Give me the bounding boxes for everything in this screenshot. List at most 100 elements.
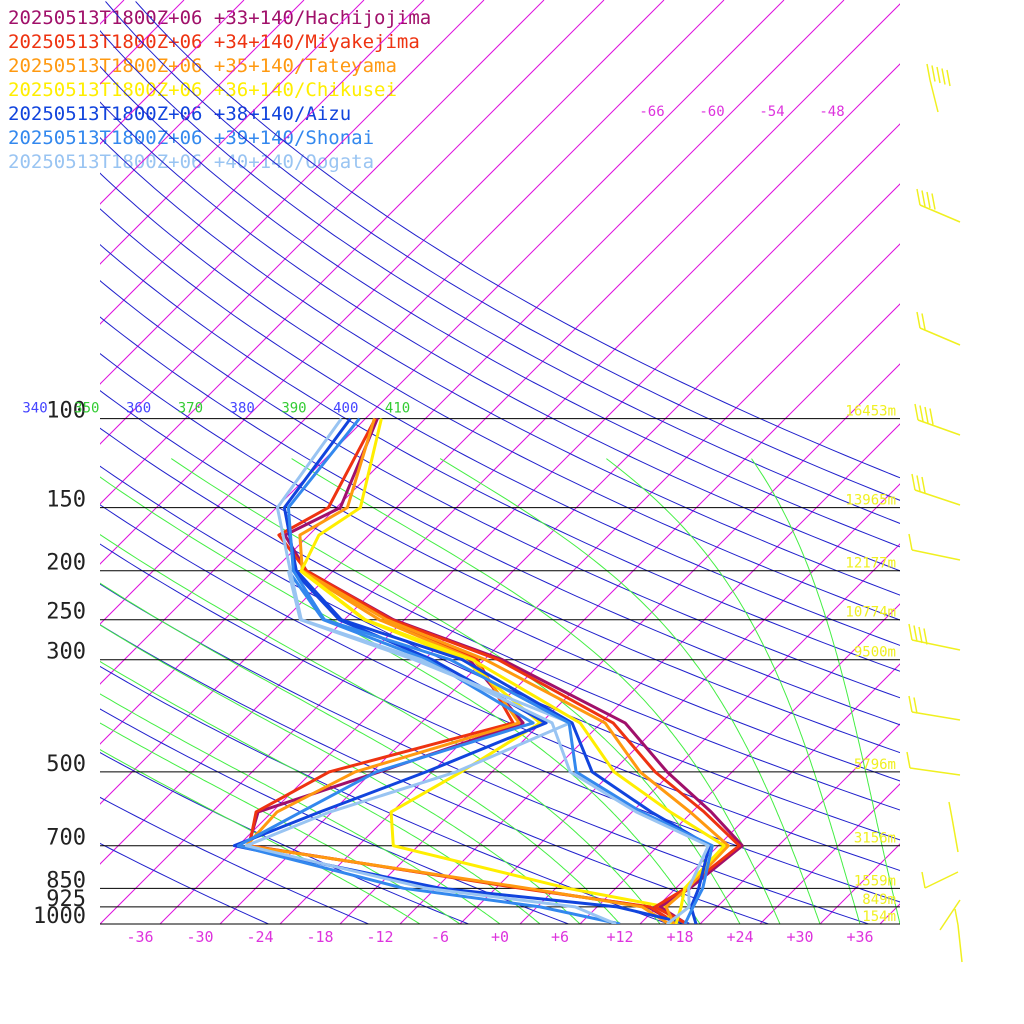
theta-label: 340 bbox=[22, 401, 47, 417]
wind-barb-flag bbox=[908, 623, 913, 641]
height-label: 3156m bbox=[854, 831, 896, 847]
wind-barb-staff bbox=[929, 79, 939, 113]
isotherm-line bbox=[819, 843, 900, 924]
isotherm-line bbox=[940, 0, 1024, 924]
isotherm-line bbox=[579, 603, 900, 924]
theta-label: 380 bbox=[230, 401, 255, 417]
isotherm-line bbox=[100, 3, 900, 805]
temperature-tick-label: -18 bbox=[306, 928, 333, 946]
pressure-tick-label: 500 bbox=[46, 752, 86, 777]
isotherm-line bbox=[0, 0, 64, 924]
moist-adiabat-line bbox=[439, 458, 821, 924]
temperature-tick-label: +24 bbox=[726, 928, 753, 946]
temperature-tick-label: +12 bbox=[606, 928, 633, 946]
legend-entry: 20250513T1800Z+06 +33+140/Hachijojima bbox=[8, 7, 432, 29]
wind-barb-flag bbox=[908, 695, 913, 713]
isotherm-line bbox=[1000, 0, 1024, 924]
pressure-tick-label: 1000 bbox=[33, 904, 86, 929]
wind-barb-flag bbox=[916, 311, 921, 329]
wind-barb-flag bbox=[906, 751, 911, 769]
theta-label: 390 bbox=[281, 401, 306, 417]
height-label: 10774m bbox=[845, 605, 896, 621]
wind-barb-flag bbox=[913, 697, 918, 714]
dry-adiabat-line bbox=[100, 708, 569, 924]
moist-adiabat-line bbox=[100, 534, 661, 924]
isotherm-line bbox=[100, 0, 305, 205]
isotherm-line bbox=[339, 363, 900, 924]
wind-barb-staff bbox=[951, 817, 959, 853]
isotherm-line bbox=[100, 0, 725, 625]
dry-adiabat-line bbox=[100, 504, 900, 871]
moist-adiabat-line bbox=[100, 660, 541, 924]
wind-barb-flag bbox=[948, 801, 953, 819]
isotherm-line bbox=[100, 63, 900, 865]
dewpoint-line bbox=[244, 569, 670, 924]
dry-adiabat-line bbox=[105, 1, 900, 501]
dry-adiabat-line bbox=[100, 752, 469, 924]
isotherm-line bbox=[759, 783, 900, 924]
dry-adiabat-line bbox=[100, 172, 900, 621]
temperature-tick-label: -30 bbox=[186, 928, 213, 946]
pressure-tick-label: 850 bbox=[46, 868, 86, 893]
wind-barb-flag bbox=[926, 191, 931, 209]
wind-barb-staff bbox=[914, 489, 961, 506]
dry-adiabat-line bbox=[100, 543, 900, 903]
dry-adiabat-line bbox=[100, 427, 900, 811]
pressure-tick-label: 100 bbox=[46, 399, 86, 424]
dry-adiabat-line bbox=[100, 208, 900, 646]
wind-barb-flag bbox=[931, 193, 936, 210]
temperature-tick-label: +18 bbox=[666, 928, 693, 946]
wind-barb-staff bbox=[917, 419, 961, 436]
wind-barb-flag bbox=[921, 313, 926, 330]
pressure-tick-label: 150 bbox=[46, 488, 86, 513]
isotherm-line bbox=[399, 423, 900, 924]
pressure-tick-label: 700 bbox=[46, 826, 86, 851]
temperature-tick-label: +36 bbox=[846, 928, 873, 946]
height-label: 5796m bbox=[854, 757, 896, 773]
isotherm-label: -60 bbox=[699, 104, 724, 120]
theta-label: 410 bbox=[385, 401, 410, 417]
chart-legend: 20250513T1800Z+06 +33+140/Hachijojima 202… bbox=[8, 6, 431, 174]
wind-barb-staff bbox=[919, 204, 961, 223]
pressure-tick-label: 925 bbox=[46, 887, 86, 912]
wind-barb-staff bbox=[909, 767, 961, 776]
height-label: 1559m bbox=[854, 873, 896, 889]
isotherm-line bbox=[879, 903, 900, 924]
height-label: 9500m bbox=[854, 645, 896, 661]
wind-barb-flag bbox=[936, 66, 941, 84]
legend-entry: 20250513T1800Z+06 +40+140/Oogata bbox=[8, 151, 375, 173]
wind-barb-flag bbox=[941, 68, 946, 85]
dry-adiabat-line bbox=[100, 465, 900, 841]
wind-barb-flag bbox=[924, 406, 929, 424]
isotherm-label: -66 bbox=[639, 104, 664, 120]
moist-adiabat-line bbox=[171, 458, 741, 924]
isotherm-line bbox=[100, 0, 545, 445]
dewpoint-line bbox=[236, 569, 621, 924]
pressure-tick-label: 200 bbox=[46, 551, 86, 576]
height-label: 154m bbox=[862, 909, 896, 925]
wind-barb-flag bbox=[931, 65, 936, 82]
isotherm-line bbox=[0, 0, 4, 924]
isotherm-line bbox=[100, 0, 605, 505]
theta-label: 350 bbox=[74, 401, 99, 417]
wind-barb-flag bbox=[908, 533, 913, 551]
wind-barb-flag bbox=[923, 628, 928, 645]
moist-adiabat-line bbox=[100, 722, 461, 924]
isotherm-line bbox=[100, 0, 665, 565]
dry-adiabat-line bbox=[135, 1, 900, 479]
dry-adiabat-line bbox=[100, 243, 900, 672]
dry-adiabat-line bbox=[100, 29, 900, 524]
wind-barb-flag bbox=[913, 625, 918, 642]
temperature-line bbox=[299, 418, 726, 924]
wind-barb-flag bbox=[916, 188, 921, 206]
isotherm-line bbox=[100, 0, 185, 85]
theta-label: 370 bbox=[178, 401, 203, 417]
isotherm-line bbox=[100, 0, 845, 745]
legend-entry: 20250513T1800Z+06 +38+140/Aizu bbox=[8, 103, 352, 125]
wind-barb-flag bbox=[946, 69, 951, 87]
wind-barb-staff bbox=[957, 924, 963, 963]
wind-barb-flag bbox=[921, 476, 926, 494]
series-lines bbox=[232, 417, 744, 924]
temperature-line bbox=[282, 417, 711, 924]
